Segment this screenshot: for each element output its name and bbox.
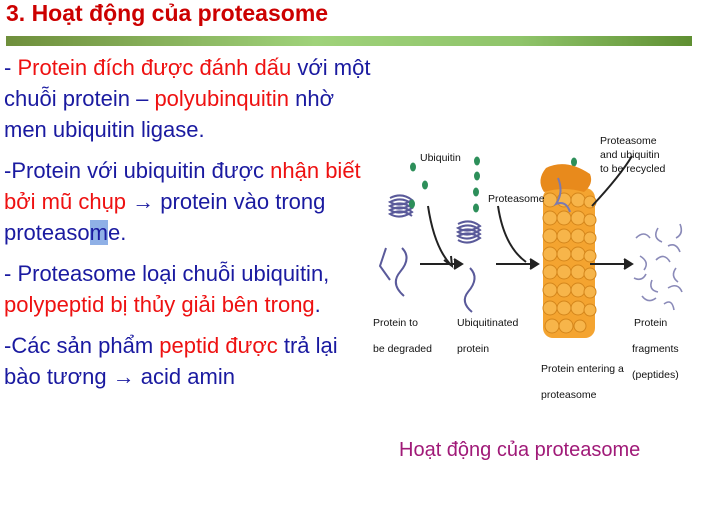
proteasome-icon xyxy=(540,164,597,338)
ubiquitin-label: Ubiquitin xyxy=(420,152,461,164)
bullet-paragraph: -Các sản phẩm peptid được trả lại bào tư… xyxy=(4,330,372,392)
highlighted-text: polyubinquitin xyxy=(154,86,289,111)
recycled-label-3: to be recycled xyxy=(600,163,666,175)
bullet-paragraph: -Protein với ubiquitin được nhận biết bở… xyxy=(4,155,372,248)
entering-label-2: proteasome xyxy=(541,389,597,401)
body-text-run: - xyxy=(4,55,18,80)
body-text-run: e. xyxy=(107,220,127,245)
proteasome-label: Proteasome xyxy=(488,193,545,205)
highlighted-text: Protein đích được đánh dấu xyxy=(17,55,292,80)
body-text-run: -Các sản phẩm xyxy=(4,333,160,358)
highlighted-text: peptid được xyxy=(159,333,278,358)
highlighted-text: polypeptid bị thủy giải bên trong xyxy=(4,292,315,317)
ubiquitinated-label-1: Ubiquitinated xyxy=(457,317,518,329)
text-cursor-highlight: m xyxy=(89,220,108,245)
body-text-run: với một chuỗi protein – xyxy=(4,55,371,111)
ubiquitinated-label-2: protein xyxy=(457,343,489,355)
arrow-icon xyxy=(420,205,464,270)
body-text-run: - Proteasome loại chuỗi ubiquitin, xyxy=(4,261,330,286)
entering-label-1: Protein entering a xyxy=(541,363,624,375)
body-text: - Protein đích được đánh dấu với một chu… xyxy=(4,52,372,402)
title-underline-bar xyxy=(6,36,692,46)
target-protein-icon xyxy=(378,194,414,297)
fragments-label-1: Protein xyxy=(634,317,667,329)
body-text-run: nhờ men ubiquitin ligase. xyxy=(4,86,334,142)
degraded-label-1: Protein to xyxy=(373,317,418,329)
fragments-label-2: fragments xyxy=(632,343,679,355)
arrow-icon xyxy=(496,205,540,270)
bullet-paragraph: - Protein đích được đánh dấu với một chu… xyxy=(4,52,372,145)
ubiquitinated-protein-icon xyxy=(455,220,482,313)
degraded-label-2: be degraded xyxy=(373,343,432,355)
bullet-paragraph: - Proteasome loại chuỗi ubiquitin, polyp… xyxy=(4,258,372,320)
highlighted-text: nhận biết bởi mũ chụp xyxy=(4,158,361,214)
slide-title: 3. Hoạt động của proteasome xyxy=(6,0,329,26)
body-text-run: → protein vào trong proteaso xyxy=(4,189,326,245)
body-text-run: -Protein với ubiquitin được xyxy=(4,158,271,183)
recycled-label-2: and ubiquitin xyxy=(600,149,660,161)
peptide-fragments-icon xyxy=(633,223,683,311)
body-text-run: . xyxy=(314,292,321,317)
arrow-icon xyxy=(590,155,634,270)
figure-caption: Hoạt động của proteasome xyxy=(399,439,641,461)
proteasome-diagram: Ubiquitin Proteasome Proteasome and ubiq… xyxy=(373,135,683,401)
fragments-label-3: (peptides) xyxy=(632,369,679,381)
recycled-label-1: Proteasome xyxy=(600,135,657,147)
body-text-run: trả lại bào tương → acid amin xyxy=(4,333,338,389)
